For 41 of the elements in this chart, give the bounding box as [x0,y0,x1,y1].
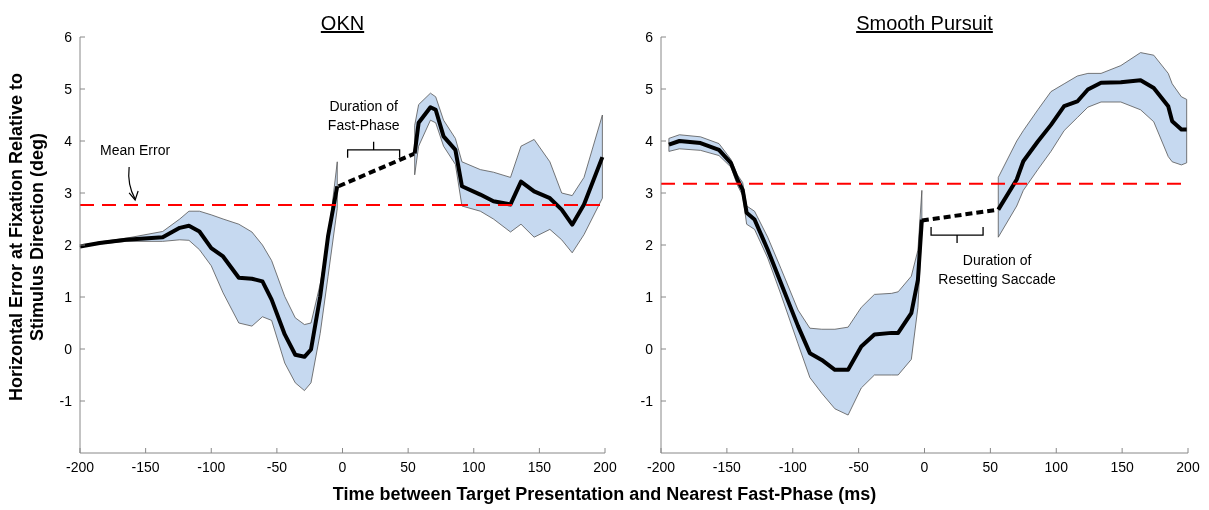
y-tick-label: 3 [645,185,654,201]
x-tick-label: 150 [527,459,552,475]
annotation: Duration of Resetting Saccade [938,252,1057,288]
y-tick-label: 1 [645,289,654,305]
y-axis-title: Horizontal Error at Fixation Relative to Stimulus Direction (deg) [6,72,47,402]
x-tick-label: -150 [712,459,742,475]
x-axis-title: Time between Target Presentation and Nearest Fast-Phase (ms) [332,484,877,504]
x-tick-label: 200 [593,459,617,475]
y-tick-label: -1 [640,393,654,409]
y-tick-label: -1 [59,393,73,409]
x-tick-label: 0 [920,459,929,475]
x-tick-label: 50 [400,459,417,475]
x-tick-label: -150 [131,459,160,475]
y-tick-label: 1 [64,289,73,305]
x-tick-label: 50 [982,459,999,475]
y-tick-label: 2 [64,237,73,253]
chart-title: OKN [320,12,365,34]
y-tick-label: 6 [645,29,654,45]
y-tick-label: 5 [645,81,654,97]
y-tick-label: 0 [645,341,654,357]
x-tick-label: 150 [1110,459,1135,475]
x-tick-label: -50 [266,459,288,475]
y-tick-label: 5 [64,81,73,97]
annotation: Mean Error [100,141,171,158]
y-tick-label: 6 [64,29,73,45]
y-tick-label: 4 [64,133,73,149]
chart-title: Smooth Pursuit [856,12,994,34]
annotation: Duration of Fast-Phase [327,97,400,133]
y-tick-label: 2 [645,237,654,253]
y-tick-label: 0 [64,341,73,357]
x-tick-label: -50 [848,459,869,475]
y-tick-label: 4 [645,133,654,149]
x-tick-label: -200 [646,459,676,475]
x-tick-label: 100 [462,459,486,475]
x-tick-label: -100 [197,459,226,475]
y-tick-label: 3 [64,185,73,201]
x-tick-label: 0 [338,459,347,475]
x-tick-label: 100 [1044,459,1069,475]
x-tick-label: 200 [1176,459,1200,475]
x-tick-label: -200 [65,459,95,475]
x-tick-label: -100 [778,459,807,475]
